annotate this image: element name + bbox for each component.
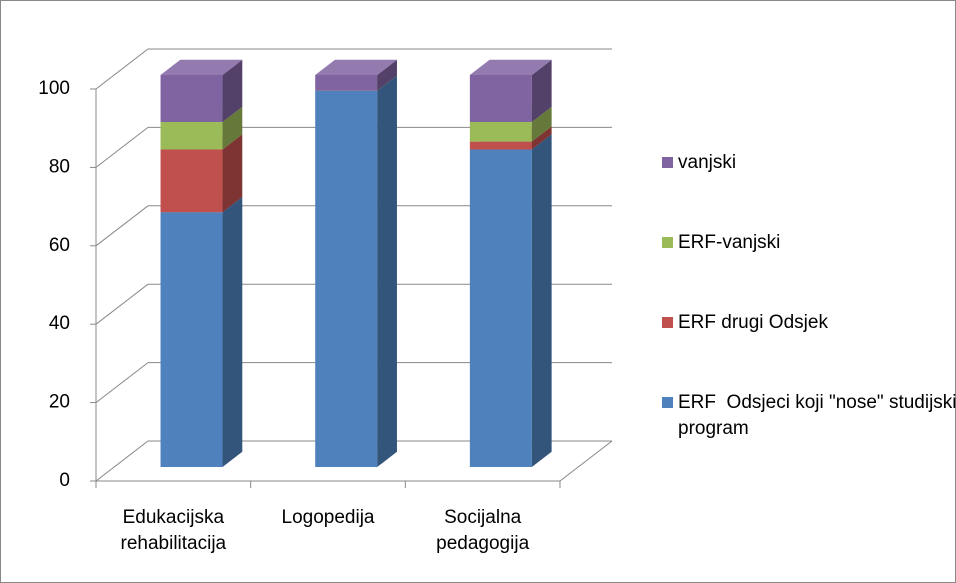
grid-line [95,440,149,482]
y-tick-label: 60 [49,235,70,256]
bar-segment [469,134,552,468]
bar-segment [160,59,243,123]
x-tick-label: Logopedija [281,507,375,528]
bar-side [222,197,243,467]
bar-segment [469,59,552,123]
floor-edge [559,440,613,482]
bar-top [160,59,243,75]
legend-label: ERF-vanjski [678,232,781,253]
bar-segment [160,197,243,467]
y-tick-label: 40 [49,313,70,334]
grid-line [95,48,149,90]
y-tick-label: 20 [49,392,70,413]
bar-front [315,90,378,468]
legend-swatch [662,157,673,168]
legend-swatch [662,237,673,248]
bar-side [222,134,243,213]
bar-front [469,75,532,123]
bar-top [315,59,397,75]
bar-side [222,106,243,150]
bar-segment [315,75,397,468]
grid-line [95,362,149,403]
legend-swatch [662,397,673,408]
bar-side [377,59,397,91]
bar-side [531,59,552,123]
bar-front [160,122,223,150]
bar-side [531,126,552,150]
bar-top [469,59,552,75]
bar-segment [315,59,397,91]
bar-front [160,212,223,467]
bar-front [315,75,378,91]
grid-line [95,127,149,168]
bar-side [531,134,552,467]
bar-front [469,122,532,142]
legend-swatch [662,317,673,328]
bar-front [160,149,223,213]
x-tick-label: Socijalna pedagogija [436,507,530,554]
y-tick-label: 0 [59,470,70,491]
y-tick-label: 100 [38,78,70,99]
bar-front [469,141,532,150]
legend-label: vanjski [678,152,737,173]
y-tick-label: 80 [49,156,70,177]
grid-line [95,283,149,325]
legend-label: ERF drugi Odsjek [678,312,828,333]
bar-front [160,75,223,123]
bar-side [377,75,397,467]
bar-side [531,106,552,142]
legend-label: ERF Odsjeci koji "nose" studijski progra… [678,392,956,439]
bar-side [222,59,243,123]
bar-front [469,149,532,468]
x-tick-label: Edukacijska rehabilitacija [120,507,227,554]
grid-line [95,205,149,247]
